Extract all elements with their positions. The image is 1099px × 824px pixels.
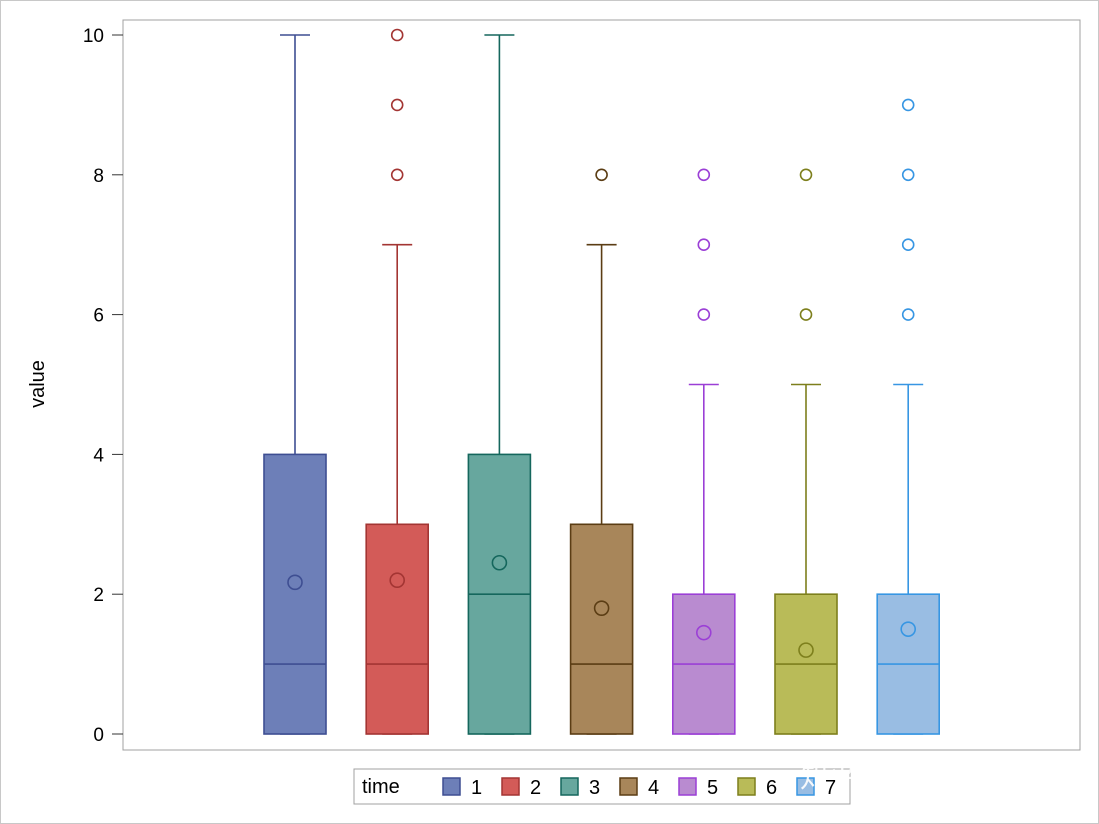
mean-marker bbox=[695, 624, 712, 641]
box-series-6 bbox=[774, 168, 838, 735]
legend-swatch-1 bbox=[442, 777, 461, 796]
legend-title: time bbox=[362, 776, 400, 798]
box-series-7 bbox=[876, 98, 941, 735]
box-series-group bbox=[263, 28, 941, 735]
outlier-point bbox=[799, 168, 813, 182]
legend-label-3: 3 bbox=[589, 777, 600, 799]
outlier-point bbox=[901, 238, 915, 251]
legend-swatch-7 bbox=[796, 777, 815, 796]
box bbox=[569, 523, 634, 735]
y-tick-label: 2 bbox=[93, 585, 104, 606]
legend: time 1 2 3 4 5 6 7 bbox=[353, 768, 851, 805]
legend-swatch-4 bbox=[619, 777, 638, 796]
outlier-point bbox=[595, 168, 608, 182]
mean-marker bbox=[287, 574, 303, 591]
legend-label-1: 1 bbox=[471, 777, 482, 799]
legend-swatch-3 bbox=[560, 777, 579, 796]
legend-swatch-5 bbox=[678, 777, 697, 796]
y-tick-label: 8 bbox=[93, 166, 104, 187]
y-axis-label: value bbox=[27, 360, 49, 408]
box-series-4 bbox=[569, 168, 634, 735]
mean-marker bbox=[798, 642, 814, 658]
outlier-point bbox=[697, 168, 711, 182]
outlier-point bbox=[390, 168, 404, 182]
box-series-5 bbox=[671, 168, 736, 735]
legend-label-5: 5 bbox=[707, 777, 718, 799]
y-tick-label: 4 bbox=[93, 445, 104, 466]
outlier-point bbox=[799, 308, 813, 321]
y-tick-label: 0 bbox=[93, 725, 104, 746]
outlier-point bbox=[390, 28, 404, 42]
legend-items: 1 2 3 4 5 6 7 bbox=[442, 777, 836, 799]
watermark: 知乎 @统计碎碎念 bbox=[800, 762, 1032, 793]
mean-marker bbox=[593, 600, 610, 616]
y-axis: 0 2 4 6 8 10 bbox=[83, 20, 124, 750]
legend-label-4: 4 bbox=[648, 777, 659, 799]
legend-label-2: 2 bbox=[530, 777, 541, 799]
y-tick-label: 6 bbox=[93, 306, 104, 327]
outlier-point bbox=[901, 308, 915, 321]
box bbox=[263, 453, 327, 735]
mean-marker bbox=[900, 621, 917, 637]
mean-marker bbox=[491, 554, 508, 571]
box-series-3 bbox=[467, 34, 532, 735]
legend-swatch-2 bbox=[501, 777, 520, 796]
outlier-point bbox=[697, 308, 711, 321]
outlier-point bbox=[901, 168, 915, 182]
legend-label-6: 6 bbox=[766, 777, 777, 799]
legend-frame bbox=[353, 768, 851, 805]
box-series-2 bbox=[365, 28, 430, 735]
mean-marker bbox=[389, 572, 406, 589]
legend-swatch-6 bbox=[737, 777, 756, 796]
box bbox=[365, 523, 430, 735]
outlier-point bbox=[901, 98, 915, 112]
box-series-1 bbox=[263, 34, 327, 735]
legend-label-7: 7 bbox=[825, 777, 836, 799]
outlier-point bbox=[390, 98, 404, 112]
outlier-point bbox=[697, 238, 711, 251]
y-tick-label: 10 bbox=[83, 26, 104, 47]
